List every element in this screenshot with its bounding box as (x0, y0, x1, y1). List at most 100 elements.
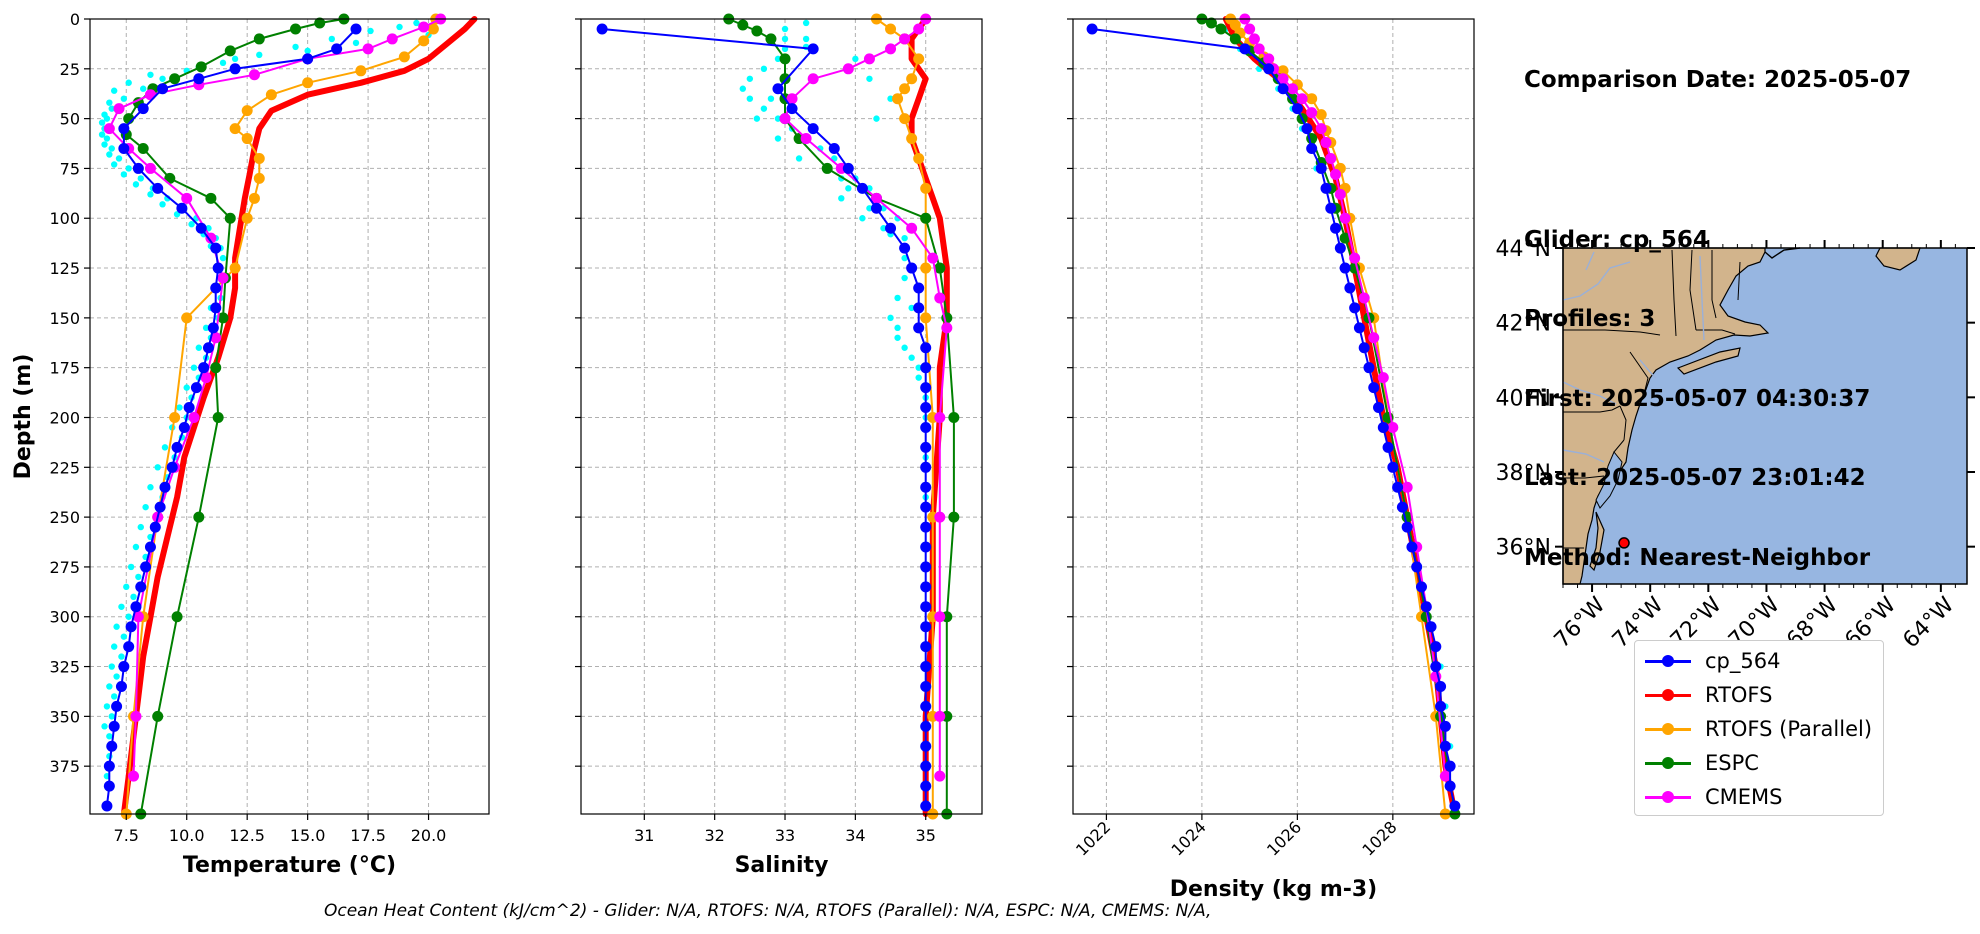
series-point (920, 342, 932, 354)
legend-swatch (1645, 790, 1691, 803)
x-tick-label: 1028 (1358, 817, 1400, 859)
grid (1073, 18, 1474, 814)
series-point (1392, 481, 1404, 493)
profile-count: Profiles: 3 (1524, 306, 1656, 332)
series-point (183, 402, 195, 414)
method: Method: Nearest-Neighbor (1524, 544, 1871, 571)
series-point (807, 43, 819, 55)
scatter-point (176, 404, 183, 411)
series-point (157, 83, 169, 95)
scatter-point (98, 131, 106, 138)
series-point (1263, 63, 1275, 75)
series-point (920, 362, 932, 374)
series-point (1330, 222, 1342, 234)
series-point (355, 65, 367, 77)
series-line (125, 18, 345, 815)
series-point (1406, 541, 1418, 553)
series-point (920, 402, 932, 414)
series-point (807, 73, 819, 85)
legend: cp_564 RTOFS RTOFS (Parallel) ESPC CMEMS (1634, 640, 1884, 816)
series-point (176, 202, 188, 214)
series-point (152, 182, 164, 194)
series-point (210, 242, 222, 254)
scatter-point (231, 55, 239, 63)
x-tick-label: 33 (775, 826, 795, 845)
series-point (152, 710, 164, 722)
density-panel: 1022 1024 1026 1028 Density (kg m-3) (1067, 13, 1475, 902)
series-cp-564 (101, 23, 362, 812)
series-point (229, 262, 241, 274)
x-tick-label: 31 (634, 826, 654, 845)
map-frame (1562, 247, 1968, 585)
scatter-point (110, 693, 118, 700)
series-point (166, 461, 178, 473)
series-point (169, 73, 181, 85)
series-point (132, 611, 144, 623)
series-point (248, 192, 260, 204)
series-point (934, 511, 946, 523)
scatter-point (866, 75, 873, 82)
lat-tick-label: 44°N (1496, 237, 1551, 262)
scatter-point (852, 55, 859, 63)
x-tick-label: 34 (845, 826, 865, 845)
scatter-point (774, 135, 782, 142)
series-point (821, 162, 833, 174)
series-point (1444, 760, 1456, 772)
y-tick-label: 75 (60, 159, 80, 178)
series-espc (120, 13, 350, 820)
scatter-point (413, 19, 420, 27)
scatter-point (110, 643, 118, 650)
scatter-point (219, 59, 227, 67)
scatter-point (781, 35, 789, 43)
series-point (779, 73, 791, 85)
series-point (779, 53, 791, 65)
legend-swatch (1645, 654, 1691, 667)
x-tick-label: 32 (704, 826, 724, 845)
series-point (948, 411, 960, 423)
scatter-point (106, 151, 113, 158)
scatter-point (154, 464, 161, 471)
series-point (210, 282, 222, 294)
series-point (1411, 561, 1423, 573)
scatter-point (202, 324, 210, 332)
lon-tick-label: 64°W (1898, 592, 1959, 653)
series-point (212, 262, 224, 274)
scatter-point (103, 135, 111, 142)
series-point (1339, 232, 1351, 244)
x-tick-label: 1024 (1167, 817, 1209, 859)
series-line (120, 16, 478, 817)
series-point (103, 123, 115, 135)
series-point (920, 621, 932, 633)
grid (581, 18, 982, 814)
series-point (913, 302, 925, 314)
last-time: Last: 2025-05-07 23:01:42 (1524, 465, 1866, 491)
series-point (913, 322, 925, 334)
series-rtofs (1222, 16, 1458, 817)
series-point (188, 411, 200, 423)
y-tick-label: 50 (60, 110, 80, 129)
lat-tick-label: 38°N (1496, 461, 1551, 486)
legend-label: RTOFS (Parallel) (1705, 717, 1873, 741)
series-point (772, 83, 784, 95)
series-point (178, 421, 190, 433)
legend-item-rtofs-parallel: RTOFS (Parallel) (1645, 714, 1872, 744)
x-tick-label: 17.5 (350, 826, 386, 845)
scatter-point (887, 314, 894, 322)
x-axis-label: Salinity (735, 853, 829, 878)
legend-swatch (1645, 722, 1691, 735)
series-point (1339, 212, 1351, 224)
y-tick-label: 25 (60, 60, 80, 79)
scatter-point (901, 234, 908, 242)
series-point (906, 222, 918, 234)
series-point (885, 222, 897, 234)
series-point (111, 700, 123, 712)
y-tick-label: 200 (49, 408, 80, 427)
series-point (765, 33, 777, 45)
grid (90, 18, 489, 814)
scatter-point (110, 87, 118, 94)
series-point (920, 700, 932, 712)
series-point (149, 521, 161, 533)
scatter-point (753, 115, 761, 122)
series-point (934, 262, 946, 274)
series-point (1306, 93, 1318, 105)
